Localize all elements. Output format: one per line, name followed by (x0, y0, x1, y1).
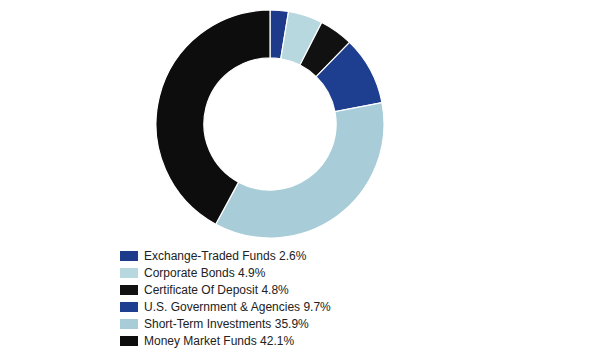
slices (156, 10, 384, 238)
legend-label: Exchange-Traded Funds 2.6% (144, 249, 307, 263)
legend-item: U.S. Government & Agencies 9.7% (120, 300, 331, 314)
legend-item: Corporate Bonds 4.9% (120, 266, 266, 280)
legend-swatch (120, 319, 138, 329)
legend-item: Short-Term Investments 35.9% (120, 317, 309, 331)
legend-item: Money Market Funds 42.1% (120, 334, 294, 348)
slice (216, 103, 384, 238)
slice (316, 42, 382, 111)
legend-label: Certificate Of Deposit 4.8% (144, 283, 289, 297)
legend-item: Exchange-Traded Funds 2.6% (120, 249, 307, 263)
legend-label: Corporate Bonds 4.9% (144, 266, 266, 280)
legend-item: Certificate Of Deposit 4.8% (120, 283, 289, 297)
legend-label: Money Market Funds 42.1% (144, 334, 294, 348)
legend-swatch (120, 285, 138, 295)
legend-swatch (120, 268, 138, 278)
slice (156, 10, 270, 224)
legend-swatch (120, 302, 138, 312)
legend-label: Short-Term Investments 35.9% (144, 317, 309, 331)
chart: Exchange-Traded Funds 2.6% Corporate Bond… (0, 0, 600, 360)
legend-label: U.S. Government & Agencies 9.7% (144, 300, 331, 314)
legend-swatch (120, 336, 138, 346)
legend-swatch (120, 251, 138, 261)
legend: Exchange-Traded Funds 2.6% Corporate Bond… (120, 249, 331, 348)
